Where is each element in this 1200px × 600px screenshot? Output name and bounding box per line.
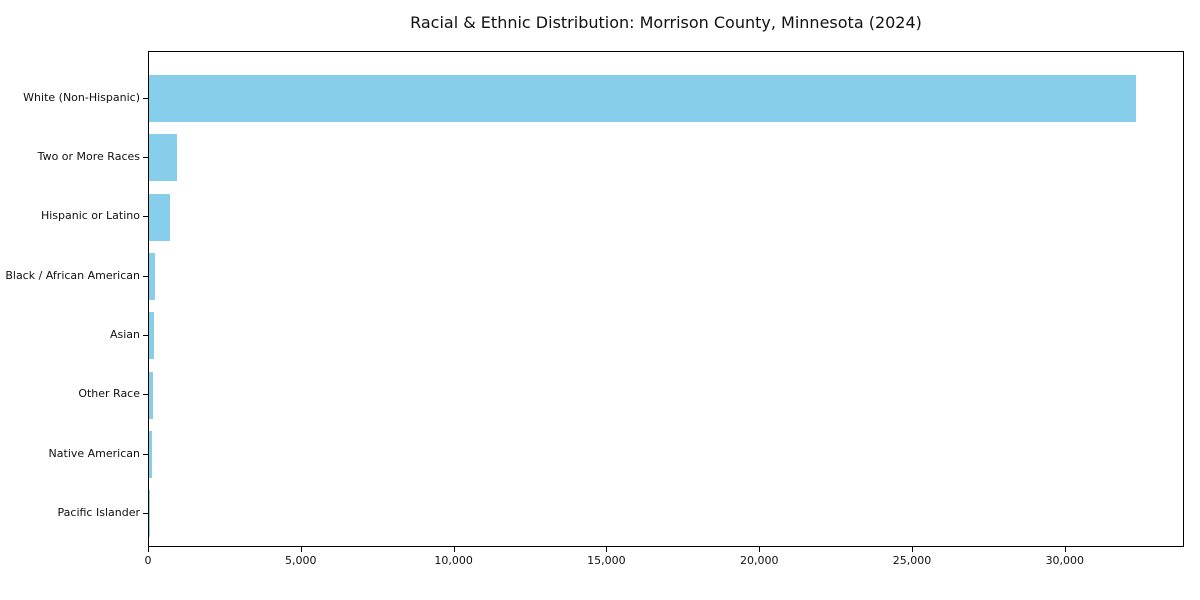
plot-area xyxy=(148,51,1184,547)
y-tick-mark xyxy=(143,453,148,455)
bar-hispanic-or-latino xyxy=(149,193,171,241)
bar-other-race xyxy=(149,371,154,419)
y-tick-label: Other Race xyxy=(78,387,140,401)
y-tick-label: Asian xyxy=(109,327,140,341)
y-tick-mark xyxy=(143,334,148,336)
y-tick-mark xyxy=(143,156,148,158)
x-tick-label: 10,000 xyxy=(434,554,473,567)
y-tick-mark xyxy=(143,216,148,218)
x-tick-mark xyxy=(453,547,455,552)
x-tick-mark xyxy=(1064,547,1066,552)
x-tick-label: 5,000 xyxy=(285,554,317,567)
y-tick-label: Native American xyxy=(48,446,140,460)
bar-white-non-hispanic xyxy=(149,75,1137,123)
chart-title: Racial & Ethnic Distribution: Morrison C… xyxy=(410,13,922,32)
bar-native-american xyxy=(149,431,153,479)
bar-two-or-more-races xyxy=(149,134,177,182)
y-tick-mark xyxy=(143,394,148,396)
y-tick-mark xyxy=(143,275,148,277)
x-tick-mark xyxy=(606,547,608,552)
x-tick-mark xyxy=(912,547,913,552)
y-tick-label: Two or More Races xyxy=(37,149,140,163)
x-tick-label: 0 xyxy=(144,554,152,567)
y-tick-mark xyxy=(143,512,148,514)
x-tick-label: 30,000 xyxy=(1045,554,1085,567)
y-tick-label: Black / African American xyxy=(5,268,140,282)
x-tick-label: 25,000 xyxy=(892,554,932,567)
y-tick-mark xyxy=(143,97,148,99)
bar-asian xyxy=(149,312,154,360)
x-tick-mark xyxy=(759,547,761,552)
y-tick-label: White (Non-Hispanic) xyxy=(23,90,140,104)
x-tick-label: 15,000 xyxy=(587,554,626,567)
x-tick-mark xyxy=(300,547,302,552)
x-tick-label: 20,000 xyxy=(739,554,779,567)
bar-black-african-american xyxy=(149,253,155,301)
x-tick-mark xyxy=(148,547,149,552)
y-tick-label: Pacific Islander xyxy=(57,505,140,519)
y-tick-label: Hispanic or Latino xyxy=(40,209,140,223)
